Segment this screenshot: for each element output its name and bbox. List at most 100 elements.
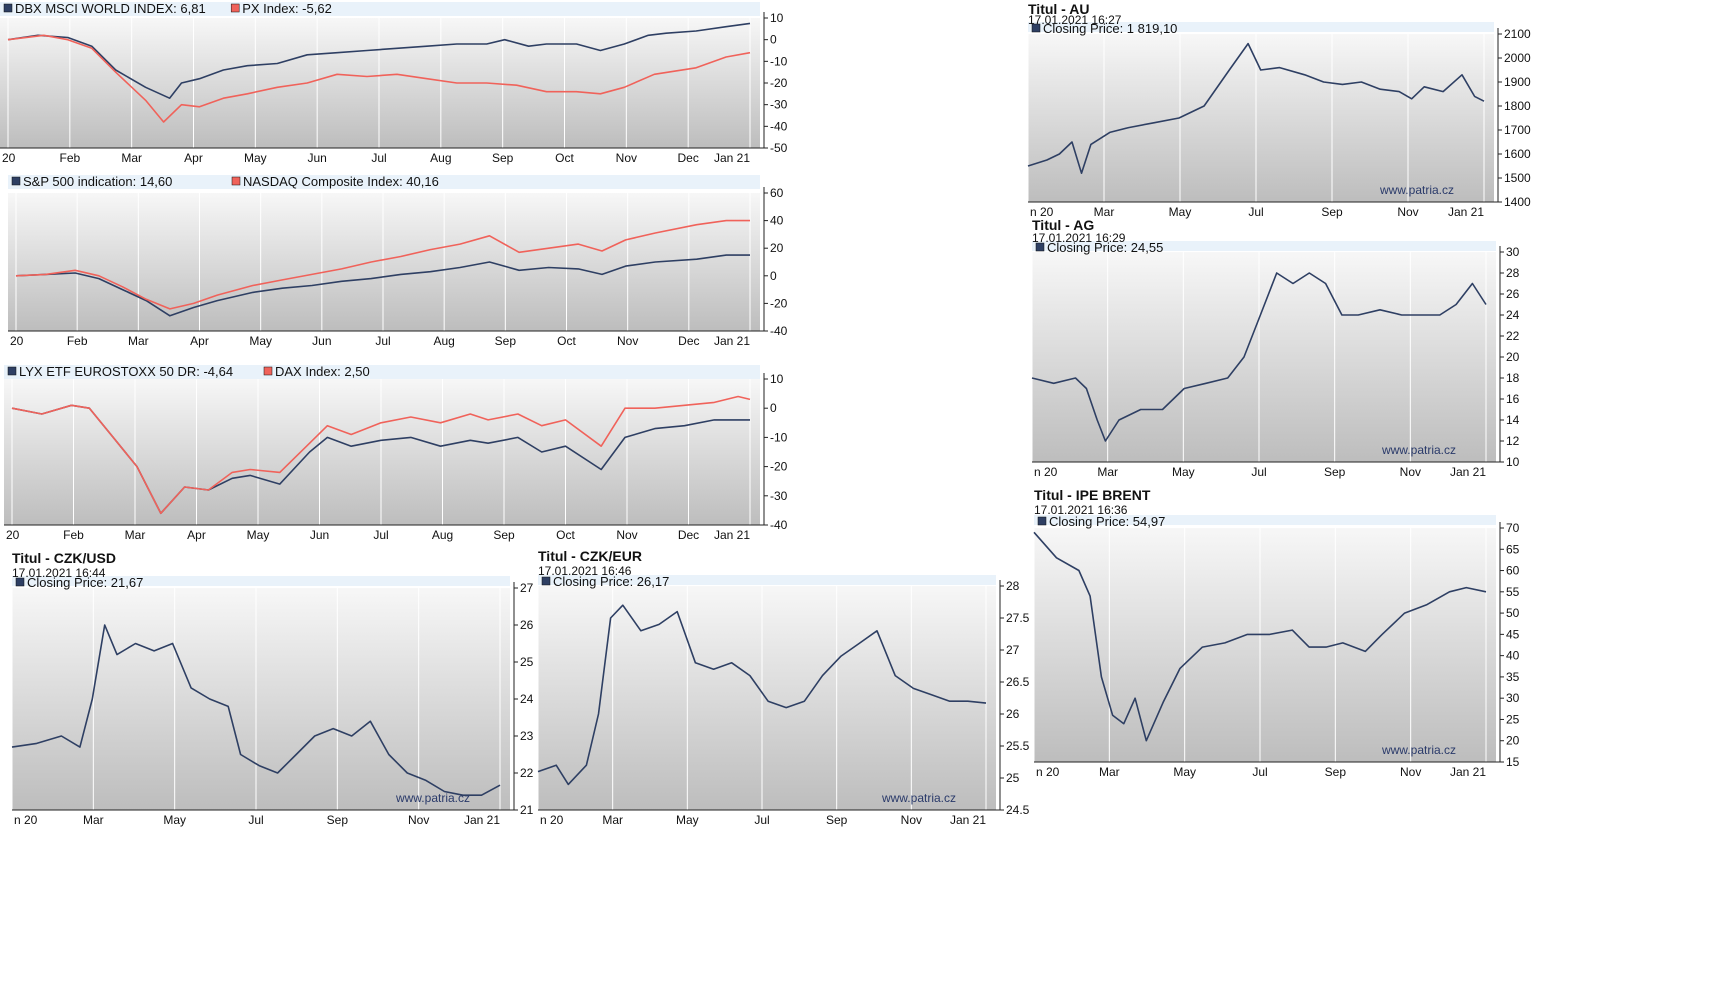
x-tick-label: Nov [1400, 765, 1421, 779]
y-tick-label: 21 [520, 803, 534, 817]
x-tick-label: Mar [121, 151, 142, 165]
legend-swatch [3, 3, 13, 13]
series-line [1033, 531, 1487, 742]
y-tick-label: 1600 [1504, 147, 1531, 161]
series-line [11, 624, 501, 796]
x-tick-label: n 20 [1034, 465, 1058, 479]
x-tick-label: Sep [493, 528, 515, 542]
legend-swatch [7, 366, 17, 376]
x-tick-label: Jun [307, 151, 326, 165]
y-tick-label: 60 [1506, 564, 1520, 578]
x-tick-label: Jan 21 [1450, 465, 1486, 479]
y-tick-label: 28 [1006, 579, 1020, 593]
x-tick-label: Nov [1400, 465, 1421, 479]
x-tick-label: Nov [901, 813, 922, 827]
series-line [1031, 272, 1487, 442]
y-tick-label: 1900 [1504, 75, 1531, 89]
legend-label: Closing Price: 21,67 [27, 575, 143, 590]
x-tick-label: Jul [373, 528, 388, 542]
legend-label: Closing Price: 26,17 [553, 574, 669, 589]
plot-area [1032, 252, 1496, 462]
y-tick-label: 20 [770, 241, 784, 255]
x-tick-label: Sep [492, 151, 514, 165]
x-tick-label: Jun [310, 528, 329, 542]
x-tick-label: Jan 21 [950, 813, 986, 827]
y-tick-label: -10 [770, 430, 788, 444]
y-tick-label: 23 [520, 729, 534, 743]
legend-label: LYX ETF EUROSTOXX 50 DR: -4,64 [19, 364, 233, 379]
series-line [7, 34, 751, 123]
y-tick-label: 10 [770, 11, 784, 25]
y-tick-label: 30 [1506, 691, 1520, 705]
y-tick-label: -20 [770, 460, 788, 474]
y-tick-label: -40 [770, 119, 788, 133]
watermark: www.patria.cz [1381, 743, 1456, 757]
y-tick-label: 35 [1506, 670, 1520, 684]
x-tick-label: Mar [83, 813, 104, 827]
watermark: www.patria.cz [395, 791, 470, 805]
y-tick-label: 25 [520, 655, 534, 669]
y-tick-label: 15 [1506, 755, 1520, 769]
x-tick-label: Nov [616, 528, 637, 542]
x-tick-label: Jan 21 [714, 151, 750, 165]
y-tick-label: 1400 [1504, 195, 1531, 209]
y-tick-label: 25.5 [1006, 739, 1030, 753]
y-tick-label: 55 [1506, 585, 1520, 599]
x-tick-label: May [163, 813, 186, 827]
x-tick-label: Dec [678, 334, 699, 348]
x-tick-label: Jul [754, 813, 769, 827]
y-tick-label: 25 [1006, 771, 1020, 785]
chart-title: Titul - IPE BRENT [1034, 487, 1151, 503]
y-tick-label: 24 [520, 692, 534, 706]
legend-swatch [541, 576, 551, 586]
y-tick-label: 24 [1506, 308, 1520, 322]
plot-area [1034, 528, 1496, 762]
x-tick-label: n 20 [540, 813, 564, 827]
y-tick-label: -20 [770, 76, 788, 90]
plot-area [1028, 34, 1494, 202]
x-tick-label: Jan 21 [1450, 765, 1486, 779]
legend-swatch [231, 176, 241, 186]
legend-strip [4, 365, 760, 379]
y-tick-label: 10 [1506, 455, 1520, 469]
x-tick-label: Jan 21 [714, 528, 750, 542]
x-tick-label: Jan 21 [1448, 205, 1484, 219]
y-tick-label: 0 [770, 269, 777, 283]
x-tick-label: Jul [375, 334, 390, 348]
chart-title: Titul - AU [1028, 1, 1089, 17]
x-tick-label: May [1172, 465, 1195, 479]
x-tick-label: Mar [1094, 205, 1115, 219]
plot-area [8, 193, 760, 331]
x-tick-label: Sep [1325, 765, 1347, 779]
y-tick-label: 12 [1506, 434, 1520, 448]
y-tick-label: 30 [1506, 245, 1520, 259]
x-tick-label: Aug [430, 151, 451, 165]
y-tick-label: 18 [1506, 371, 1520, 385]
chart-date: 17.01.2021 16:29 [1032, 231, 1126, 245]
y-tick-label: 24.5 [1006, 803, 1030, 817]
y-tick-label: -20 [770, 296, 788, 310]
x-tick-label: Jan 21 [714, 334, 750, 348]
legend-swatch [1031, 23, 1041, 33]
y-tick-label: -50 [770, 141, 788, 155]
y-tick-label: -40 [770, 518, 788, 532]
y-tick-label: 1800 [1504, 99, 1531, 113]
x-tick-label: Aug [433, 334, 454, 348]
legend-strip [12, 576, 510, 586]
x-tick-label: 20 [2, 151, 16, 165]
legend-label: S&P 500 indication: 14,60 [23, 174, 172, 189]
y-tick-label: 60 [770, 186, 784, 200]
chart-date: 17.01.2021 16:36 [1034, 503, 1128, 517]
y-tick-label: 26 [1506, 287, 1520, 301]
x-tick-label: May [247, 528, 270, 542]
x-tick-label: Mar [128, 334, 149, 348]
x-tick-label: Feb [67, 334, 88, 348]
y-tick-label: 40 [770, 214, 784, 228]
plot-area [4, 379, 760, 525]
watermark: www.patria.cz [1379, 183, 1454, 197]
y-tick-label: 10 [770, 372, 784, 386]
y-tick-label: 0 [770, 33, 777, 47]
